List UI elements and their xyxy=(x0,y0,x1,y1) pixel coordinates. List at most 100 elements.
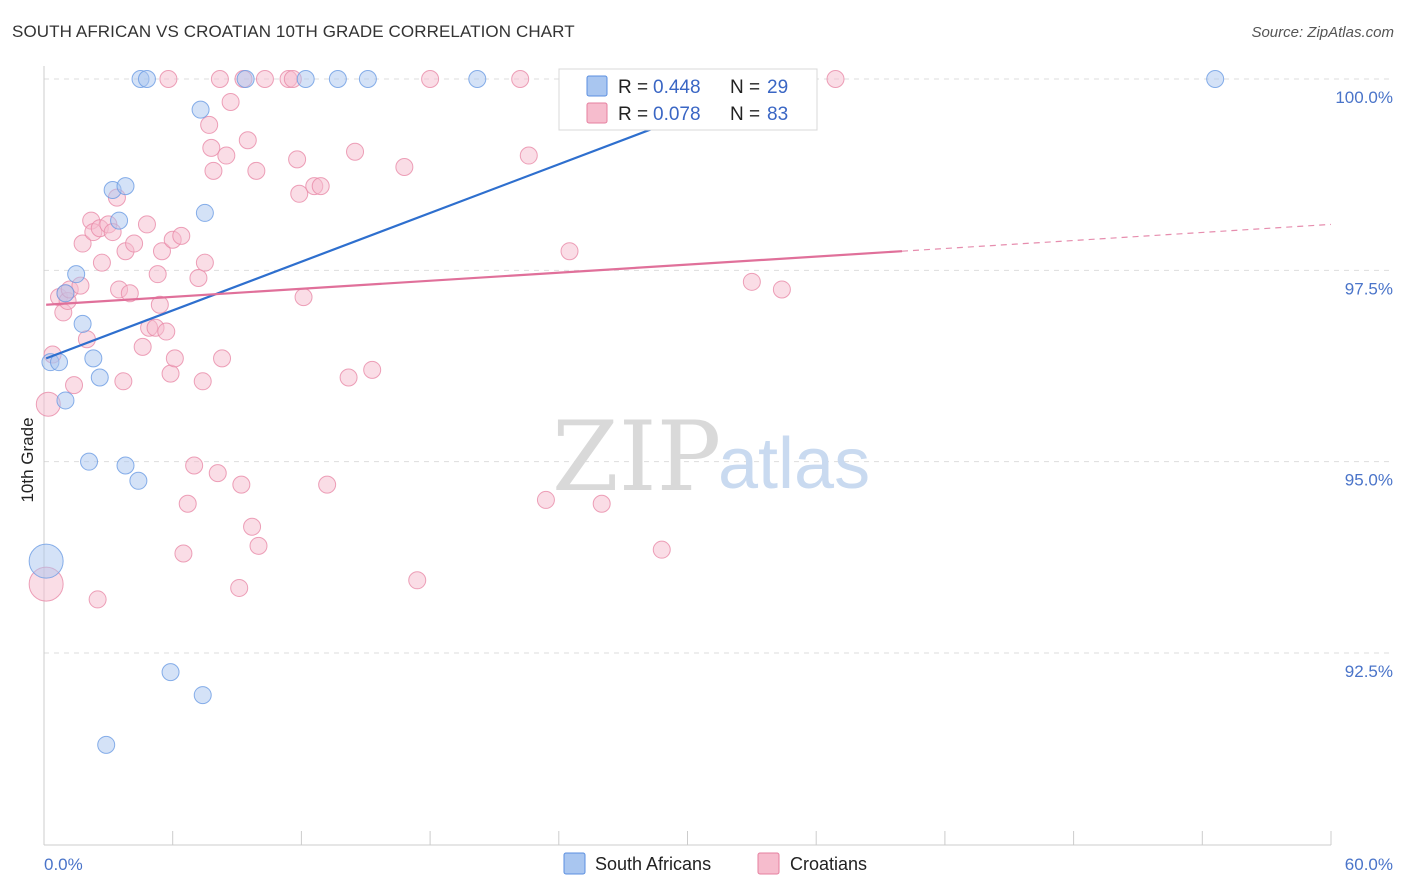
stats-legend: R = 0.448 N = 29 R = 0.078 N = 83 xyxy=(558,68,818,131)
south-africans-point-5 xyxy=(67,265,86,284)
croatians-point-49 xyxy=(221,92,240,111)
legend-swatch-croatians xyxy=(586,102,608,124)
south-africans-point-17 xyxy=(137,70,156,88)
south-africans-point-18 xyxy=(161,663,180,682)
grid-lines xyxy=(44,78,1391,654)
bottom-legend-south-africans: South Africans xyxy=(595,854,711,874)
y-tick-labels: 100.0% 97.5% 95.0% 92.5% xyxy=(1335,88,1393,681)
south-africans-point-19 xyxy=(191,100,210,119)
croatians-point-79 xyxy=(772,280,791,299)
south-africans-point-15 xyxy=(129,471,148,490)
croatians-point-38 xyxy=(178,494,197,513)
south-africans-point-8 xyxy=(84,349,103,368)
croatians-point-65 xyxy=(318,475,337,494)
legend-n-value-south-africans: 29 xyxy=(767,77,788,98)
bottom-legend-swatch-croatians xyxy=(757,852,780,875)
croatians-point-75 xyxy=(560,242,579,261)
watermark-zip: ZIP xyxy=(552,401,721,513)
croatians-point-70 xyxy=(408,571,427,590)
y-tick-label-3: 92.5% xyxy=(1345,662,1393,681)
croatians-point-56 xyxy=(249,536,268,555)
south-africans-point-3 xyxy=(56,391,75,410)
legend-r-label-1: R = xyxy=(618,77,648,98)
south-africans-point-10 xyxy=(97,735,116,754)
croatians-point-24 xyxy=(125,234,144,253)
croatians-point-53 xyxy=(238,131,257,150)
croatians-point-23 xyxy=(120,284,139,303)
series-legend: South Africans Croatians xyxy=(563,852,867,875)
croatians-point-74 xyxy=(536,490,555,509)
croatians-point-36 xyxy=(172,226,191,245)
legend-n-label-2: N = xyxy=(730,104,760,125)
croatians-point-61 xyxy=(290,184,309,203)
croatians-point-37 xyxy=(174,544,193,563)
south-africans-point-25 xyxy=(358,70,377,88)
croatians-point-78 xyxy=(742,272,761,291)
croatians-point-10 xyxy=(73,234,92,253)
chart-title: SOUTH AFRICAN VS CROATIAN 10TH GRADE COR… xyxy=(12,22,575,41)
south-africans-point-4 xyxy=(56,284,75,303)
croatians-point-45 xyxy=(204,161,223,180)
croatians-point-71 xyxy=(421,70,440,88)
croatians-point-60 xyxy=(288,150,307,169)
croatians-point-40 xyxy=(189,268,208,287)
watermark: ZIP atlas xyxy=(552,401,870,513)
croatians-point-81 xyxy=(159,70,178,88)
croatians-point-51 xyxy=(232,475,251,494)
legend-r-label-2: R = xyxy=(618,104,648,125)
croatians-point-68 xyxy=(363,360,382,379)
legend-swatch-south-africans xyxy=(586,75,608,97)
croatians-point-26 xyxy=(137,215,156,234)
y-tick-label-1: 97.5% xyxy=(1345,279,1393,298)
croatians-point-32 xyxy=(157,322,176,341)
croatians-points xyxy=(28,70,845,609)
croatians-point-16 xyxy=(92,253,111,272)
croatians-point-46 xyxy=(208,464,227,483)
croatians-point-55 xyxy=(247,161,266,180)
south-africans-point-26 xyxy=(468,70,487,88)
croatians-point-35 xyxy=(165,349,184,368)
legend-n-label-1: N = xyxy=(730,77,760,98)
croatians-point-33 xyxy=(161,364,180,383)
south-africans-point-23 xyxy=(296,70,315,88)
source-credit: Source: ZipAtlas.com xyxy=(1251,24,1394,41)
bottom-legend-swatch-south-africans xyxy=(563,852,586,875)
croatians-point-57 xyxy=(255,70,274,88)
south-africans-point-22 xyxy=(236,70,255,88)
x-tick-label-0: 0.0% xyxy=(44,855,83,874)
y-tick-label-0: 100.0% xyxy=(1335,88,1393,107)
legend-r-value-south-africans: 0.448 xyxy=(653,77,701,98)
croatians-point-41 xyxy=(193,372,212,391)
croatians-point-29 xyxy=(148,265,167,284)
croatians-trend-line xyxy=(46,250,903,306)
croatians-point-69 xyxy=(395,158,414,177)
south-africans-point-14 xyxy=(116,456,135,475)
watermark-atlas: atlas xyxy=(718,424,870,504)
croatians-point-47 xyxy=(213,349,232,368)
croatians-point-43 xyxy=(200,115,219,134)
x-tick-labels: 0.0% 60.0% xyxy=(44,855,1393,874)
south-africans-point-28 xyxy=(1206,70,1225,88)
x-tick-label-1: 60.0% xyxy=(1345,855,1393,874)
south-africans-point-24 xyxy=(328,70,347,88)
croatians-point-80 xyxy=(826,70,845,88)
croatians-point-67 xyxy=(346,142,365,161)
croatians-point-76 xyxy=(592,494,611,513)
croatians-point-8 xyxy=(65,376,84,395)
south-africans-point-12 xyxy=(110,211,129,230)
south-africans-point-6 xyxy=(73,314,92,333)
axes xyxy=(43,66,1332,846)
croatians-point-73 xyxy=(519,146,538,165)
legend-n-value-croatians: 83 xyxy=(767,104,788,125)
south-africans-point-20 xyxy=(195,203,214,222)
south-africans-point-7 xyxy=(80,452,99,471)
croatians-point-82 xyxy=(210,70,229,88)
croatians-point-39 xyxy=(185,456,204,475)
croatians-trend-line-extension xyxy=(901,223,1332,252)
south-africans-point-9 xyxy=(90,368,109,387)
croatians-point-1 xyxy=(35,391,61,417)
south-africans-point-0 xyxy=(28,543,64,579)
south-africans-point-21 xyxy=(193,686,212,705)
croatians-point-48 xyxy=(217,146,236,165)
